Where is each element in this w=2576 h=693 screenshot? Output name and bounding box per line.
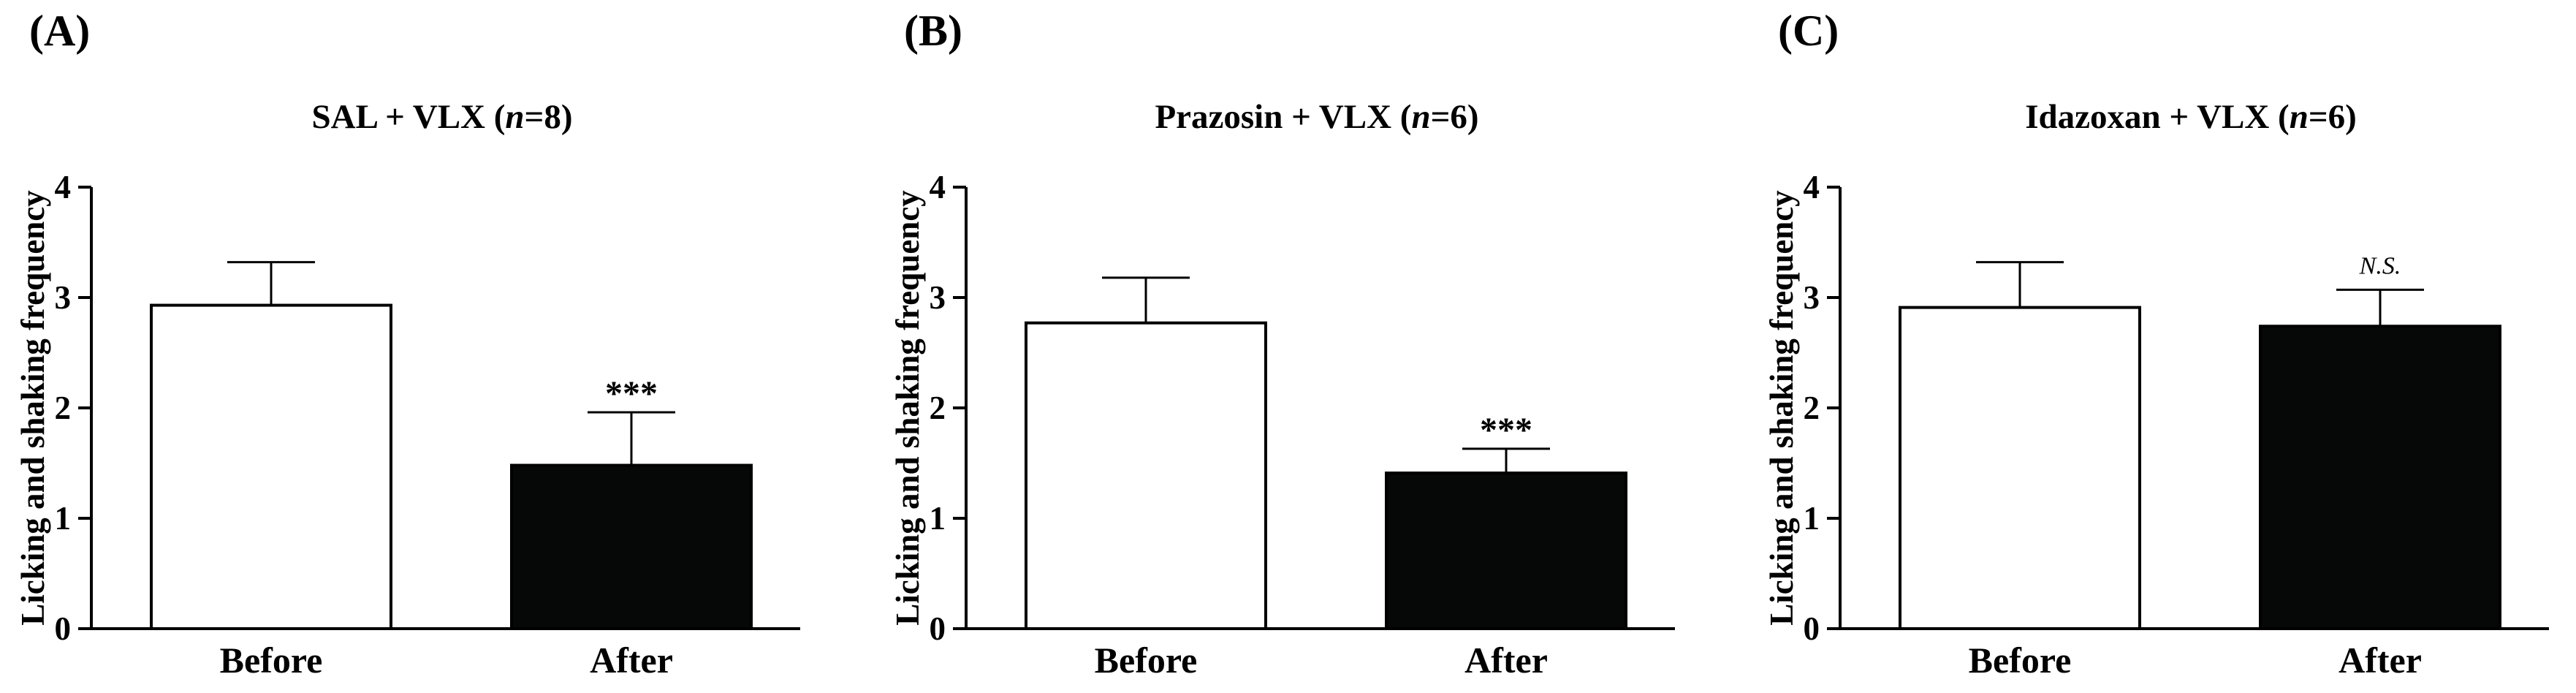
panel-1: (A) SAL + VLX (n=8) Licking and shaking fr…: [15, 7, 800, 681]
y-tick-label: 0: [930, 610, 946, 647]
bar-before: [150, 303, 392, 630]
panel-letter: (C): [1778, 7, 1839, 55]
bar-before: [1025, 321, 1267, 630]
y-axis-label: Licking and shaking frequency: [1763, 190, 1800, 626]
x-category-label: Before: [220, 640, 323, 681]
x-category-label: Before: [1969, 640, 2072, 681]
panel-letter: (B): [904, 7, 962, 55]
y-tick-label: 4: [930, 169, 946, 205]
bar-before: [1899, 306, 2141, 630]
y-tick-label: 3: [1804, 279, 1820, 316]
panel-letter: (A): [29, 7, 90, 55]
y-tick-label: 2: [1804, 390, 1820, 426]
y-tick-label: 0: [55, 610, 72, 647]
y-tick-label: 2: [930, 390, 946, 426]
panel-3: (C) Idazoxan + VLX (n=6) Licking and shaki…: [1763, 7, 2549, 681]
y-axis-label: Licking and shaking frequency: [15, 190, 51, 626]
significance-annotation: ***: [1480, 411, 1532, 450]
y-tick-label: 2: [55, 390, 72, 426]
not-significant-annotation: N.S.: [2359, 252, 2401, 279]
x-category-label: After: [590, 640, 673, 681]
chart-title: SAL + VLX (n=8): [312, 98, 573, 136]
chart-title: Idazoxan + VLX (n=6): [2025, 98, 2357, 136]
x-category-label: After: [1464, 640, 1548, 681]
y-tick-label: 3: [55, 279, 72, 316]
y-tick-label: 3: [930, 279, 946, 316]
x-category-label: Before: [1095, 640, 1198, 681]
y-tick-label: 4: [55, 169, 72, 205]
panel-2: (B) Prazosin + VLX (n=6) Licking and shaki…: [889, 7, 1675, 681]
y-tick-label: 0: [1804, 610, 1820, 647]
y-tick-label: 1: [1804, 500, 1820, 537]
significance-annotation: ***: [605, 374, 658, 413]
y-tick-label: 1: [55, 500, 72, 537]
y-tick-label: 4: [1804, 169, 1820, 205]
chart-title: Prazosin + VLX (n=6): [1155, 98, 1478, 136]
y-axis-label: Licking and shaking frequency: [889, 190, 926, 626]
y-tick-label: 1: [930, 500, 946, 537]
bar-after: [510, 463, 753, 631]
bar-after: [1385, 472, 1627, 631]
x-category-label: After: [2338, 640, 2422, 681]
bar-after: [2259, 325, 2501, 630]
